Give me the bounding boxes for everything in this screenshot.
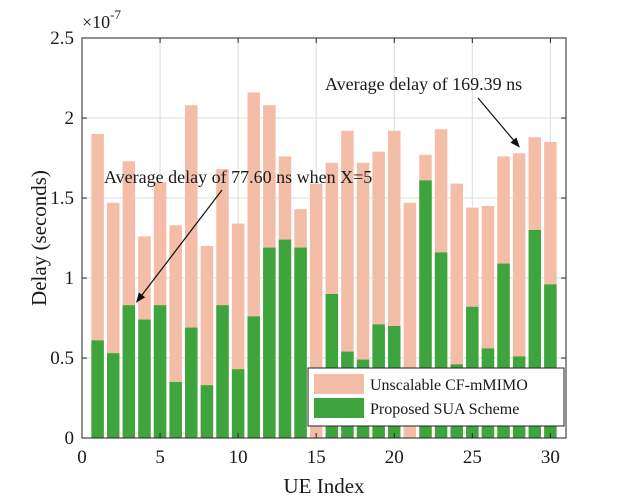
axis-ticks <box>81 37 566 439</box>
legend-swatch-unscalable <box>314 374 364 394</box>
bar-proposed-ue-10 <box>231 369 245 438</box>
x-tick-label: 10 <box>229 447 248 468</box>
legend-swatch-proposed <box>314 398 364 418</box>
y-axis-exponent-label: ×10-7 <box>82 7 121 32</box>
bar-proposed-ue-6 <box>169 382 182 438</box>
y-tick-label: 0.5 <box>50 348 74 369</box>
annotations: Average delay of 169.39 ns Average delay … <box>104 74 522 303</box>
x-axis-label: UE Index <box>283 474 365 498</box>
x-tick-label: 25 <box>463 447 482 468</box>
legend-label-proposed: Proposed SUA Scheme <box>370 401 519 418</box>
annotation-text: Average delay of 169.39 ns <box>325 74 522 94</box>
bar-proposed-ue-14 <box>294 247 307 438</box>
bar-proposed-ue-7 <box>185 327 198 438</box>
annotation-arrow <box>477 97 520 148</box>
x-tick-label: 0 <box>77 447 87 468</box>
legend: Unscalable CF-mMIMO Proposed SUA Scheme <box>307 367 565 427</box>
bar-proposed-ue-8 <box>200 385 214 438</box>
bar-proposed-ue-2 <box>106 353 120 438</box>
legend-label-unscalable: Unscalable CF-mMIMO <box>370 377 528 394</box>
bar-proposed-ue-4 <box>138 319 151 438</box>
bar-proposed-ue-13 <box>278 239 292 438</box>
axes-frame <box>81 37 567 439</box>
bar-proposed-ue-12 <box>263 247 276 438</box>
bar-proposed-ue-3 <box>122 305 136 438</box>
x-tick-label: 15 <box>307 447 326 468</box>
bar-proposed-ue-11 <box>247 316 260 438</box>
y-tick-label: 2 <box>65 108 75 129</box>
x-tick-label: 5 <box>155 447 165 468</box>
x-tick-label: 20 <box>385 447 404 468</box>
y-tick-label: 0 <box>65 428 75 449</box>
bar-proposed-ue-1 <box>91 340 104 438</box>
annotation-text: Average delay of 77.60 ns when X=5 <box>104 167 372 187</box>
x-tick-label: 30 <box>541 447 560 468</box>
y-tick-label: 1 <box>65 268 75 289</box>
bar-proposed-ue-5 <box>153 305 167 438</box>
y-axis-label: Delay (seconds) <box>27 170 51 306</box>
bar-proposed-ue-9 <box>216 305 229 438</box>
annotation-arrow <box>136 189 223 303</box>
axis-tick-labels: 0 5 10 15 20 25 30 0 0.5 1 1.5 2 2.5 <box>50 28 560 468</box>
y-tick-label: 2.5 <box>50 28 74 49</box>
y-tick-label: 1.5 <box>50 188 74 209</box>
